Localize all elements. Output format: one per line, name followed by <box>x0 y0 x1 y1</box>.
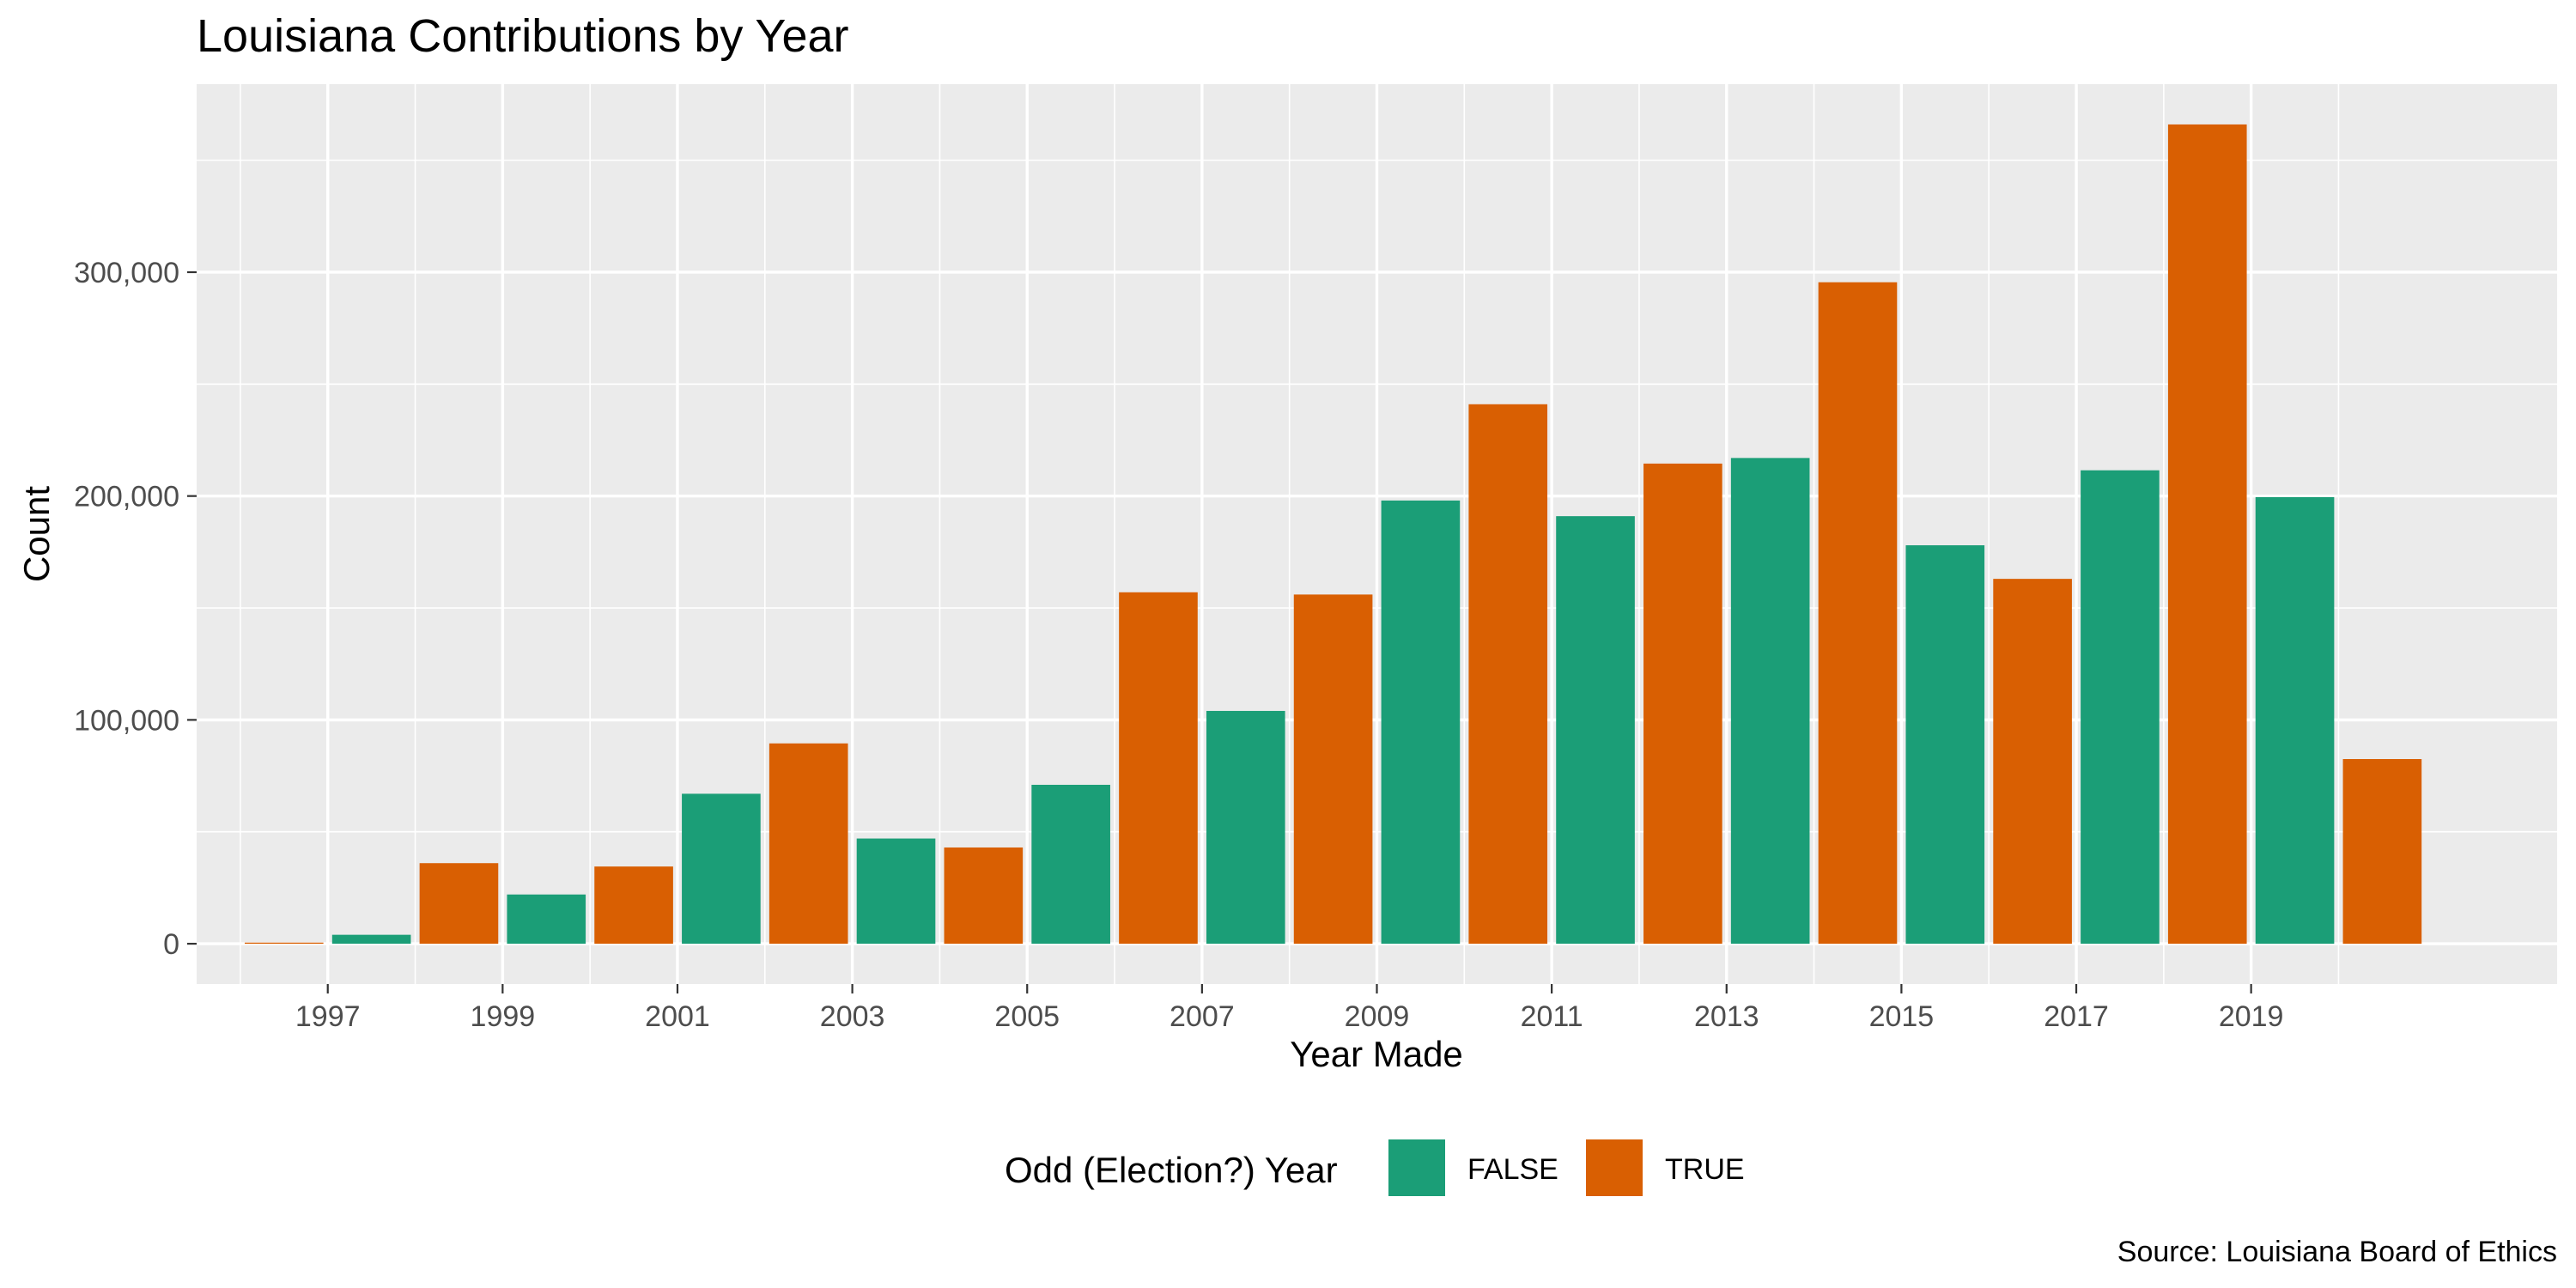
legend: Odd (Election?) Year FALSE TRUE <box>1005 1139 1745 1196</box>
x-tick-label: 2017 <box>2044 1000 2109 1033</box>
bar-2013 <box>1643 463 1722 945</box>
chart-title: Louisiana Contributions by Year <box>197 10 849 62</box>
caption: Source: Louisiana Board of Ethics <box>2117 1236 2557 1268</box>
y-tick-label: 100,000 <box>74 704 179 737</box>
bar-2012 <box>1556 516 1635 945</box>
x-tick-label: 2009 <box>1345 1000 1410 1033</box>
bar-2009 <box>1293 594 1373 945</box>
bar-2017 <box>1993 579 2072 945</box>
bar-1997 <box>244 942 324 945</box>
x-tick-label: 2011 <box>1521 1000 1583 1033</box>
bar-2014 <box>1730 458 1810 945</box>
y-tick-label: 200,000 <box>74 481 179 513</box>
bars <box>244 124 2422 945</box>
bar-2019 <box>2167 124 2247 945</box>
bar-2003 <box>769 743 848 945</box>
bar-2016 <box>1905 545 1985 945</box>
x-tick-label: 2013 <box>1694 1000 1759 1033</box>
x-tick-label: 1999 <box>471 1000 536 1033</box>
x-axis-title: Year Made <box>1290 1034 1463 1074</box>
legend-label-true: TRUE <box>1665 1153 1745 1186</box>
bar-2000 <box>507 894 586 945</box>
y-axis: 0 100,000 200,000 300,000 <box>74 257 197 961</box>
bar-1999 <box>419 863 499 945</box>
bar-2002 <box>682 793 761 945</box>
y-tick-label: 300,000 <box>74 257 179 289</box>
y-axis-title: Count <box>16 486 57 582</box>
major-gridlines <box>197 84 2557 984</box>
bar-2015 <box>1818 282 1898 945</box>
bar-2021 <box>2342 759 2422 945</box>
bar-2020 <box>2255 496 2335 945</box>
bar-2004 <box>856 838 936 945</box>
bar-2005 <box>944 847 1024 945</box>
x-tick-label: 2019 <box>2219 1000 2284 1033</box>
legend-label-false: FALSE <box>1467 1153 1558 1186</box>
bar-2001 <box>594 866 673 945</box>
legend-title: Odd (Election?) Year <box>1005 1150 1338 1190</box>
bar-2011 <box>1468 404 1548 945</box>
x-tick-label: 2001 <box>645 1000 710 1033</box>
y-tick-label: 0 <box>163 928 179 961</box>
bar-2010 <box>1381 500 1461 945</box>
x-tick-label: 2015 <box>1869 1000 1935 1033</box>
bar-2018 <box>2081 470 2160 945</box>
bar-2008 <box>1206 710 1285 945</box>
legend-key-true <box>1586 1139 1643 1196</box>
x-tick-label: 1997 <box>295 1000 361 1033</box>
x-tick-label: 2005 <box>994 1000 1060 1033</box>
bar-1998 <box>331 934 411 945</box>
bar-2006 <box>1031 784 1110 945</box>
x-axis: 1997 1999 2001 2003 2005 2007 2009 2011 2013 2015… <box>295 984 2284 1033</box>
bar-2007 <box>1119 592 1198 945</box>
legend-key-false <box>1388 1139 1445 1196</box>
x-tick-label: 2007 <box>1170 1000 1235 1033</box>
x-tick-label: 2003 <box>820 1000 885 1033</box>
